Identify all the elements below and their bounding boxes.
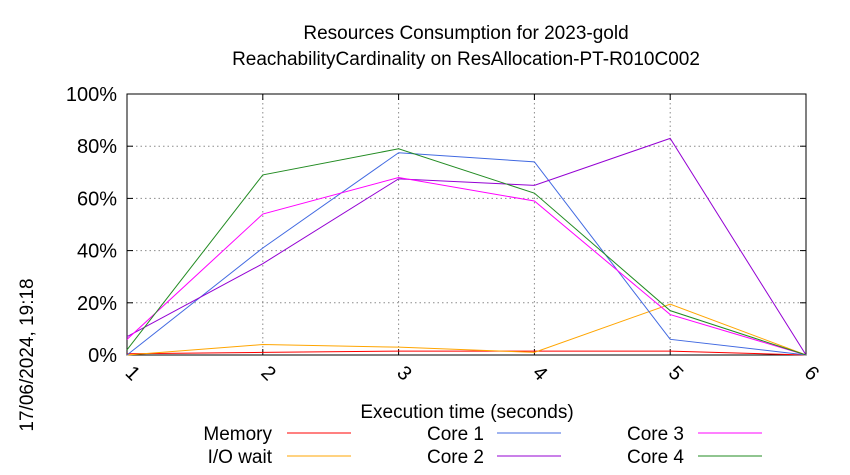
x-tick-label: 2	[257, 362, 280, 385]
series-line-core-1	[126, 152, 807, 356]
y-tick-label: 60%	[77, 188, 117, 210]
x-tick-label: 3	[392, 362, 415, 385]
legend-item: Memory	[203, 424, 351, 445]
chart-title-line-1: Resources Consumption for 2023-gold	[303, 23, 628, 44]
x-tick-label: 1	[121, 362, 144, 385]
plot-area-frame	[126, 93, 807, 356]
series-line-core-3	[126, 177, 807, 356]
legend-label: Memory	[203, 424, 272, 445]
legend-label: I/O wait	[208, 447, 273, 468]
x-tick-label: 5	[664, 362, 687, 385]
series-line-core-4	[126, 148, 807, 356]
x-tick-label: 6	[800, 362, 823, 385]
legend-label: Core 1	[427, 424, 484, 445]
timestamp-label: 17/06/2024, 19:18	[17, 278, 38, 431]
x-axis-label: Execution time (seconds)	[360, 402, 573, 423]
y-tick-label: 100%	[66, 84, 117, 106]
legend-label: Core 4	[627, 447, 684, 468]
legend-item: I/O wait	[208, 447, 351, 468]
grid-lines	[127, 94, 806, 355]
legend-label: Core 3	[627, 424, 684, 445]
series-lines	[126, 137, 807, 356]
series-line-core-2	[126, 137, 807, 356]
chart-title-line-2: ReachabilityCardinality on ResAllocation…	[232, 49, 700, 70]
chart-title: Resources Consumption for 2023-gold Reac…	[232, 23, 700, 70]
legend-label: Core 2	[427, 447, 484, 468]
y-tick-label: 0%	[88, 345, 117, 367]
legend-item: Core 4	[627, 447, 762, 468]
y-tick-label: 40%	[77, 241, 117, 263]
y-tick-label: 20%	[77, 293, 117, 315]
x-tick-label: 4	[528, 362, 551, 385]
axis-ticks: 0% 20% 40% 60% 80% 100% 1 2 3 4 5 6	[66, 84, 823, 385]
legend-item: Core 2	[427, 447, 561, 468]
series-line-memory	[126, 350, 807, 356]
legend-item: Core 3	[627, 424, 762, 445]
y-tick-label: 80%	[77, 136, 117, 158]
series-line-i-o-wait	[126, 303, 807, 356]
legend-item: Core 1	[427, 424, 561, 445]
